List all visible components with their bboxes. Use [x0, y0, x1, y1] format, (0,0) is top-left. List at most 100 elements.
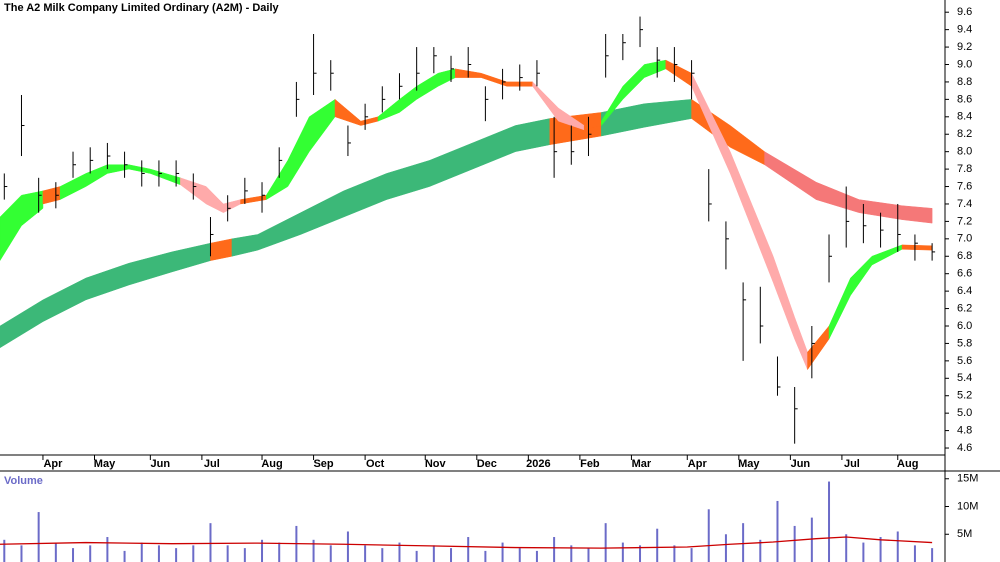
volume-bar [450, 548, 453, 562]
y-tick-label: 6.6 [957, 268, 972, 280]
y-tick-label: 9.6 [957, 6, 972, 18]
volume-bar [381, 548, 384, 562]
y-tick-label: 6.0 [957, 320, 972, 332]
volume-bar [54, 542, 57, 562]
x-tick-label: Feb [580, 458, 600, 470]
y-tick-label: 5M [957, 528, 972, 540]
volume-bar [123, 550, 126, 562]
volume-bar [140, 542, 143, 562]
volume-bar [621, 542, 624, 562]
volume-bar [432, 545, 435, 562]
x-tick-label: Jul [204, 458, 220, 470]
y-tick-label: 9.0 [957, 58, 972, 70]
volume-average [0, 536, 933, 549]
volume-bar [484, 550, 487, 562]
volume-bar [329, 545, 332, 562]
volume-bar [415, 550, 418, 562]
volume-bar [587, 548, 590, 562]
volume-bar [37, 512, 40, 562]
volume-bar [398, 542, 401, 562]
volume-bar [278, 542, 281, 562]
volume-bar [261, 539, 264, 562]
volume-bar [535, 550, 538, 562]
volume-bar [656, 528, 659, 562]
y-tick-label: 7.4 [957, 198, 972, 210]
volume-bar [364, 545, 367, 562]
volume-bar [106, 537, 109, 562]
x-tick-label: May [94, 458, 116, 470]
volume-bar [810, 517, 813, 562]
x-tick-label: 2026 [526, 458, 550, 470]
x-tick-label: Jun [151, 458, 171, 470]
y-tick-label: 8.4 [957, 111, 972, 123]
ribbon [764, 151, 933, 224]
y-tick-label: 9.4 [957, 24, 972, 36]
volume-bar [707, 509, 710, 562]
x-tick-label: May [738, 458, 760, 470]
volume-bar [570, 545, 573, 562]
volume-title: Volume [4, 475, 43, 487]
x-tick-label: Oct [366, 458, 385, 470]
volume-bar [346, 531, 349, 562]
y-tick-label: 6.4 [957, 285, 972, 297]
y-tick-label: 10M [957, 500, 978, 512]
volume-bar [604, 523, 607, 562]
volume-bar [862, 542, 865, 562]
y-tick-label: 5.8 [957, 337, 972, 349]
y-tick-label: 8.2 [957, 128, 972, 140]
x-tick-label: Dec [477, 458, 497, 470]
volume-bar [913, 545, 916, 562]
x-tick-label: Jun [791, 458, 811, 470]
y-tick-label: 4.6 [957, 442, 972, 454]
y-tick-label: 4.8 [957, 425, 972, 437]
y-tick-label: 6.2 [957, 302, 972, 314]
y-tick-label: 7.8 [957, 163, 972, 175]
y-tick-label: 5.0 [957, 407, 972, 419]
ribbon [901, 244, 933, 251]
x-tick-label: Aug [897, 458, 918, 470]
y-tick-label: 5.2 [957, 390, 972, 402]
volume-bar [518, 548, 521, 562]
volume-bar [639, 545, 642, 562]
volume-bar [501, 542, 504, 562]
y-tick-label: 5.6 [957, 355, 972, 367]
x-tick-label: Mar [632, 458, 652, 470]
volume-bar [20, 545, 23, 562]
volume-bar [845, 534, 848, 562]
y-tick-label: 9.2 [957, 41, 972, 53]
volume-bar [175, 548, 178, 562]
volume-bar [759, 539, 762, 562]
x-tick-label: Aug [261, 458, 282, 470]
x-tick-label: Sep [313, 458, 333, 470]
x-tick-label: Nov [425, 458, 447, 470]
y-tick-label: 6.8 [957, 250, 972, 262]
volume-bar [157, 545, 160, 562]
volume-bar [673, 545, 676, 562]
volume-bar [312, 539, 315, 562]
volume-bar [742, 523, 745, 562]
y-tick-label: 7.2 [957, 215, 972, 227]
volume-bar [192, 545, 195, 562]
volume-bar [226, 545, 229, 562]
y-tick-label: 7.0 [957, 233, 972, 245]
y-tick-label: 8.8 [957, 76, 972, 88]
volume-bar [553, 537, 556, 562]
volume-bar [467, 537, 470, 562]
y-tick-label: 8.6 [957, 93, 972, 105]
y-tick-label: 8.0 [957, 146, 972, 158]
y-tick-label: 15M [957, 473, 978, 485]
volume-bar [209, 523, 212, 562]
volume-bar [690, 548, 693, 562]
x-tick-label: Apr [688, 458, 708, 470]
chart-title: The A2 Milk Company Limited Ordinary (A2… [4, 2, 280, 14]
ribbon [0, 190, 44, 262]
volume-bar [931, 548, 934, 562]
volume-bar [793, 525, 796, 562]
volume-bar [828, 481, 831, 562]
x-tick-label: Jul [844, 458, 860, 470]
volume-bar [896, 531, 899, 562]
volume-bar [879, 537, 882, 562]
volume-bar [776, 500, 779, 562]
